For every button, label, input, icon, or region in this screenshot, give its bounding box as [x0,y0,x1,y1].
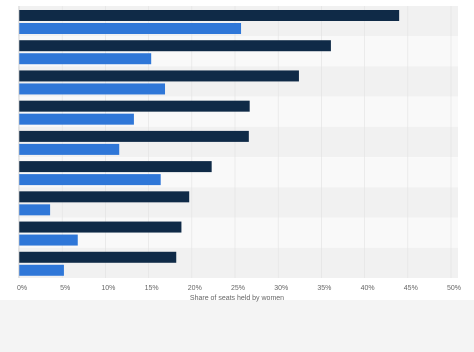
x-tick-label: 20% [188,285,202,292]
x-tick-label: 5% [60,285,70,292]
bar [19,113,134,125]
bar [19,40,331,52]
bar [19,204,51,216]
bar [19,234,78,246]
x-axis-label: Share of seats held by women [190,295,284,302]
x-tick-label: 30% [274,285,288,292]
bar [19,70,299,82]
x-tick-label: 25% [231,285,245,292]
x-tick-label: 40% [361,285,375,292]
x-tick-label: 15% [145,285,159,292]
bar [19,191,190,203]
x-tick-label: 10% [101,285,115,292]
bar [19,251,177,263]
bar [19,130,249,142]
x-tick-label: 50% [447,285,461,292]
bar [19,221,182,233]
bar [19,161,212,173]
bar [19,174,161,186]
bar [19,100,250,112]
x-tick-label: 45% [404,285,418,292]
x-tick-label: 0% [17,285,27,292]
bar [19,83,166,95]
x-tick-label: 35% [317,285,331,292]
bar [19,23,242,34]
bar [19,53,152,65]
bar [19,10,400,21]
bar [19,264,64,276]
bar [19,143,120,155]
